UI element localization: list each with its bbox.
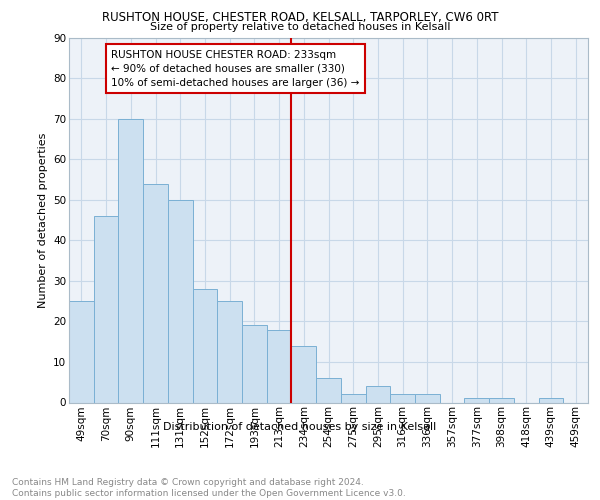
Text: RUSHTON HOUSE, CHESTER ROAD, KELSALL, TARPORLEY, CW6 0RT: RUSHTON HOUSE, CHESTER ROAD, KELSALL, TA… — [102, 11, 498, 24]
Bar — [316, 378, 341, 402]
Text: Size of property relative to detached houses in Kelsall: Size of property relative to detached ho… — [150, 22, 450, 32]
Text: Contains HM Land Registry data © Crown copyright and database right 2024.
Contai: Contains HM Land Registry data © Crown c… — [12, 478, 406, 498]
Bar — [292, 346, 316, 403]
Bar — [118, 118, 143, 403]
Bar — [539, 398, 563, 402]
Bar — [94, 216, 118, 402]
Bar — [341, 394, 365, 402]
Text: RUSHTON HOUSE CHESTER ROAD: 233sqm
← 90% of detached houses are smaller (330)
10: RUSHTON HOUSE CHESTER ROAD: 233sqm ← 90%… — [111, 50, 359, 88]
Bar — [193, 289, 217, 403]
Bar — [217, 301, 242, 402]
Text: Distribution of detached houses by size in Kelsall: Distribution of detached houses by size … — [163, 422, 437, 432]
Bar — [489, 398, 514, 402]
Bar — [464, 398, 489, 402]
Bar — [168, 200, 193, 402]
Bar — [69, 301, 94, 402]
Bar — [267, 330, 292, 402]
Bar — [143, 184, 168, 402]
Y-axis label: Number of detached properties: Number of detached properties — [38, 132, 47, 308]
Bar — [415, 394, 440, 402]
Bar — [242, 326, 267, 402]
Bar — [365, 386, 390, 402]
Bar — [390, 394, 415, 402]
